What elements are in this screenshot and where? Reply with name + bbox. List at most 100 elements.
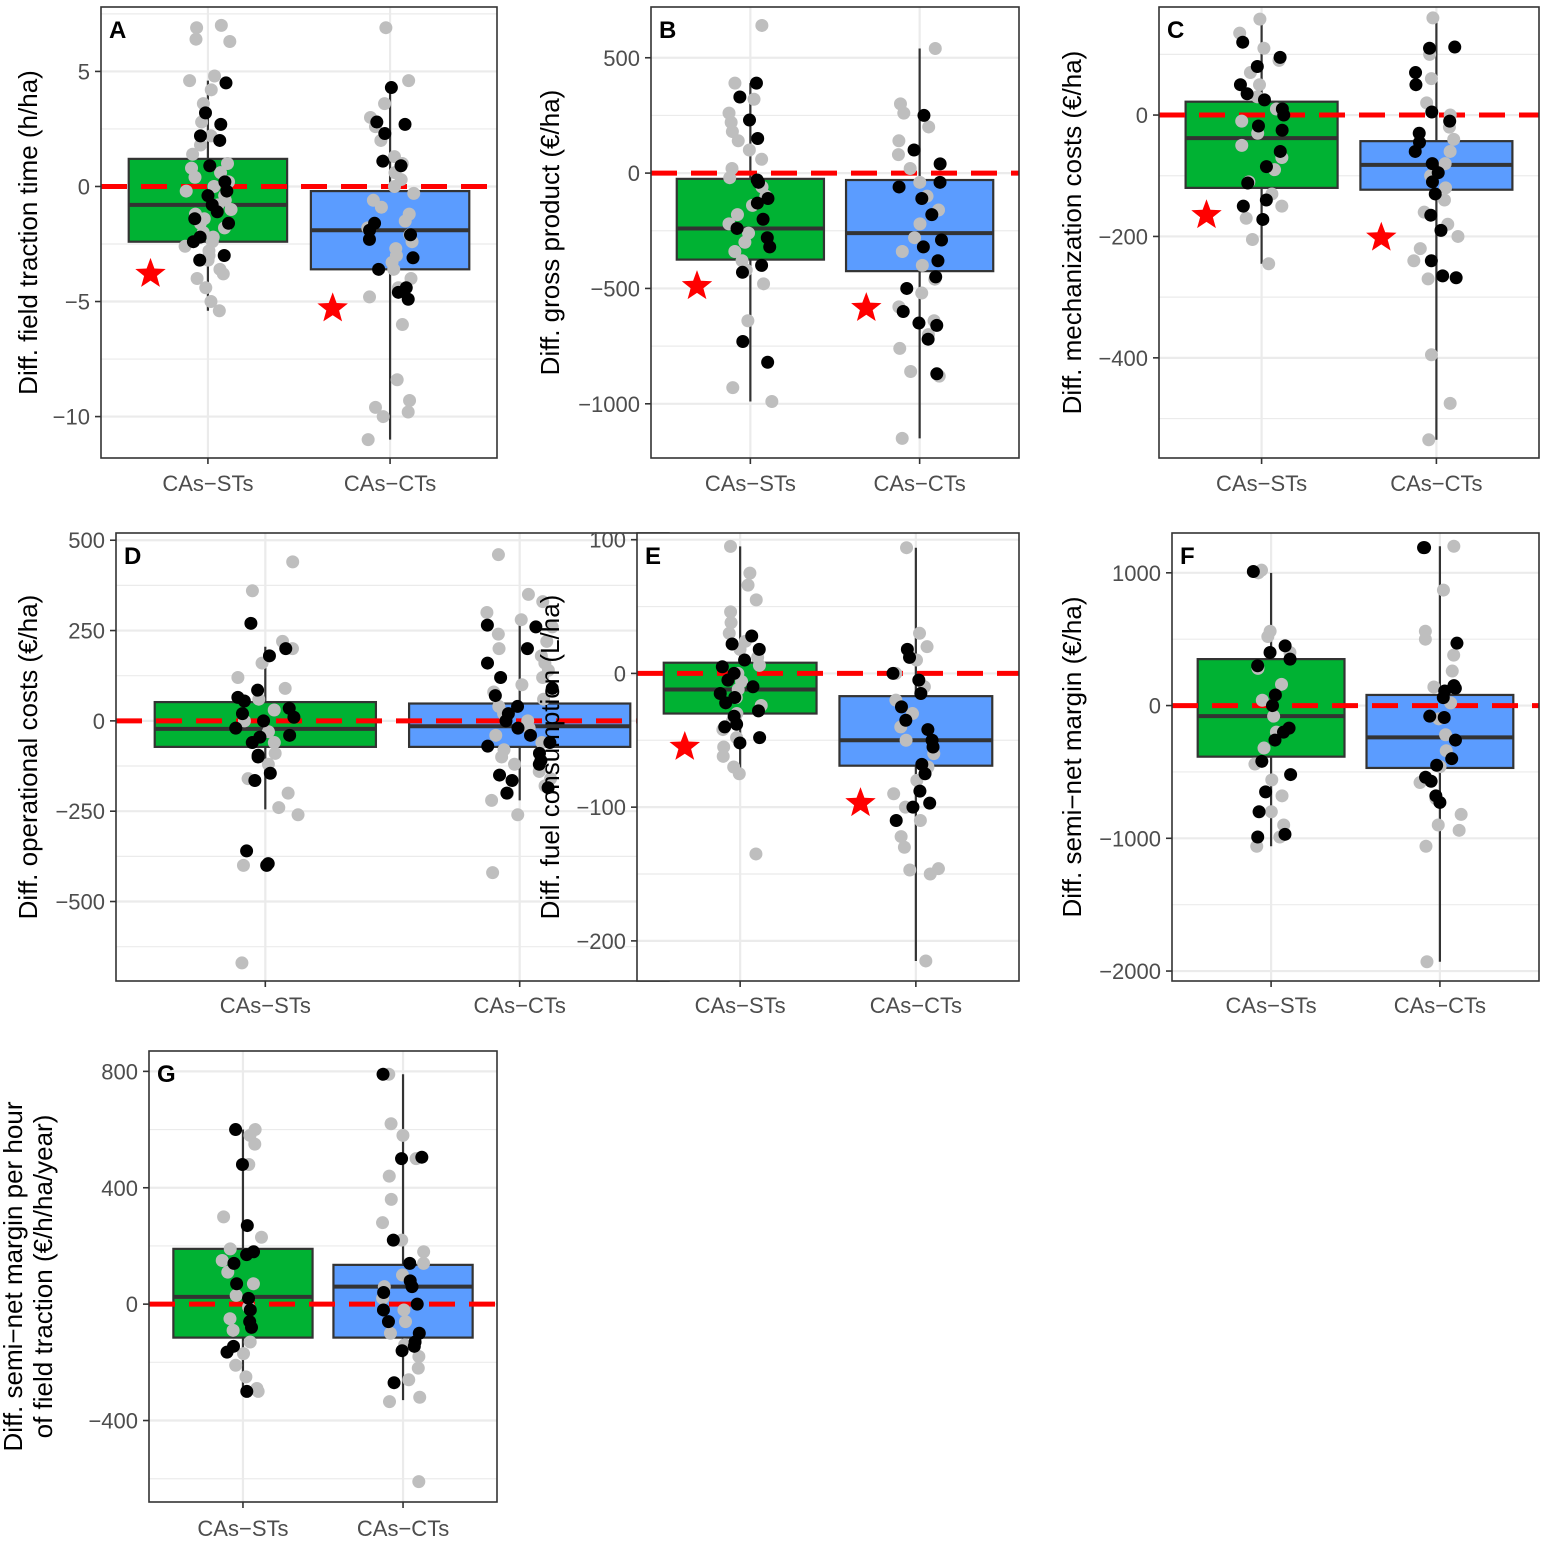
data-point-grey xyxy=(190,272,204,286)
data-point-grey xyxy=(384,1192,398,1206)
data-point-grey xyxy=(716,749,730,763)
panel-C: −400 −200 0 CAs−STs CAs−CTs Diff. mechanizati… xyxy=(1057,6,1540,496)
data-point-grey xyxy=(747,92,761,106)
data-point-black xyxy=(230,1277,244,1291)
data-point-black xyxy=(1241,176,1255,190)
data-point-grey xyxy=(545,620,559,634)
data-point-black xyxy=(1273,144,1287,158)
data-point-grey xyxy=(395,318,409,332)
data-point-black xyxy=(240,1219,254,1233)
data-point-black xyxy=(1425,105,1439,119)
data-point-black xyxy=(188,212,202,226)
data-point-black xyxy=(933,157,947,171)
data-point-black xyxy=(193,253,207,267)
data-point-grey xyxy=(928,42,942,56)
data-point-grey xyxy=(1447,132,1461,146)
data-point-grey xyxy=(378,97,392,111)
data-point-grey xyxy=(521,714,535,728)
data-point-black xyxy=(1448,40,1462,54)
data-point-grey xyxy=(919,954,933,968)
data-point-black xyxy=(713,686,727,700)
data-point-grey xyxy=(179,184,193,198)
y-axis-title: Diff. field traction time (h/ha) xyxy=(13,70,43,395)
data-point-black xyxy=(1282,721,1296,735)
x-tick-label: CAs−STs xyxy=(705,471,796,496)
panel-letter: G xyxy=(157,1061,176,1088)
data-point-black xyxy=(263,766,277,780)
data-point-grey xyxy=(412,1475,426,1489)
data-point-grey xyxy=(384,1117,398,1131)
data-point-black xyxy=(235,1157,249,1171)
x-tick-label: CAs−CTs xyxy=(357,1516,449,1541)
data-point-black xyxy=(403,1256,417,1270)
data-point-black xyxy=(1268,733,1282,747)
data-point-grey xyxy=(536,595,550,609)
data-point-grey xyxy=(1275,789,1289,803)
data-point-grey xyxy=(892,134,906,148)
data-point-black xyxy=(1409,66,1423,80)
data-point-grey xyxy=(223,35,237,49)
data-point-black xyxy=(227,1339,241,1353)
data-point-black xyxy=(362,232,376,246)
data-point-grey xyxy=(223,1312,237,1326)
data-point-grey xyxy=(417,1245,431,1259)
data-point-black xyxy=(410,1297,424,1311)
data-point-grey xyxy=(1439,181,1453,195)
data-point-black xyxy=(394,159,408,173)
data-point-black xyxy=(213,133,227,147)
data-point-black xyxy=(381,1315,395,1329)
data-point-grey xyxy=(1447,648,1461,662)
y-axis-title: Diff. mechanization costs (€/ha) xyxy=(1057,51,1087,415)
data-point-black xyxy=(511,721,525,735)
y-tick-label: 5 xyxy=(78,59,90,84)
data-point-grey xyxy=(189,32,203,46)
data-point-grey xyxy=(1264,805,1278,819)
data-point-grey xyxy=(1424,348,1438,362)
data-point-grey xyxy=(1257,41,1271,55)
data-point-black xyxy=(1424,254,1438,268)
panel-letter: B xyxy=(659,17,676,44)
data-point-grey xyxy=(1267,709,1281,723)
data-point-black xyxy=(933,175,947,189)
data-point-black xyxy=(1430,758,1444,772)
y-tick-label: −100 xyxy=(576,795,626,820)
data-point-black xyxy=(217,249,231,263)
data-point-grey xyxy=(1235,138,1249,152)
data-point-black xyxy=(750,196,764,210)
data-point-black xyxy=(733,90,747,104)
data-point-grey xyxy=(743,566,757,580)
data-point-grey xyxy=(755,18,769,32)
data-point-black xyxy=(253,730,267,744)
y-tick-label: 500 xyxy=(68,528,105,553)
data-point-black xyxy=(753,731,767,745)
data-point-black xyxy=(1418,541,1432,555)
data-point-grey xyxy=(765,394,779,408)
y-tick-label: 0 xyxy=(1149,694,1161,719)
data-point-black xyxy=(727,709,741,723)
panel-border xyxy=(1158,6,1540,459)
data-point-black xyxy=(415,1150,429,1164)
panel-G: −400 0 400 800 CAs−STs CAs−CTs Diff. semi−net … xyxy=(0,1050,498,1541)
data-point-grey xyxy=(245,584,259,598)
data-point-grey xyxy=(491,627,505,641)
data-point-black xyxy=(229,1123,243,1137)
data-point-grey xyxy=(891,148,905,162)
data-point-black xyxy=(718,720,732,734)
data-point-grey xyxy=(1447,539,1461,553)
data-point-grey xyxy=(185,161,199,175)
data-point-grey xyxy=(411,1361,425,1375)
data-point-grey xyxy=(363,290,377,304)
data-point-grey xyxy=(1257,741,1271,755)
significance-star xyxy=(681,270,713,300)
data-point-black xyxy=(1255,754,1269,768)
data-point-grey xyxy=(515,678,529,692)
data-point-grey xyxy=(920,640,934,654)
data-point-black xyxy=(923,796,937,810)
data-point-black xyxy=(755,258,769,272)
data-point-grey xyxy=(398,1315,412,1329)
y-tick-label: −200 xyxy=(1098,224,1148,249)
data-point-black xyxy=(1445,752,1459,766)
data-point-grey xyxy=(899,733,913,747)
data-point-black xyxy=(395,1152,409,1166)
data-point-grey xyxy=(508,757,522,771)
